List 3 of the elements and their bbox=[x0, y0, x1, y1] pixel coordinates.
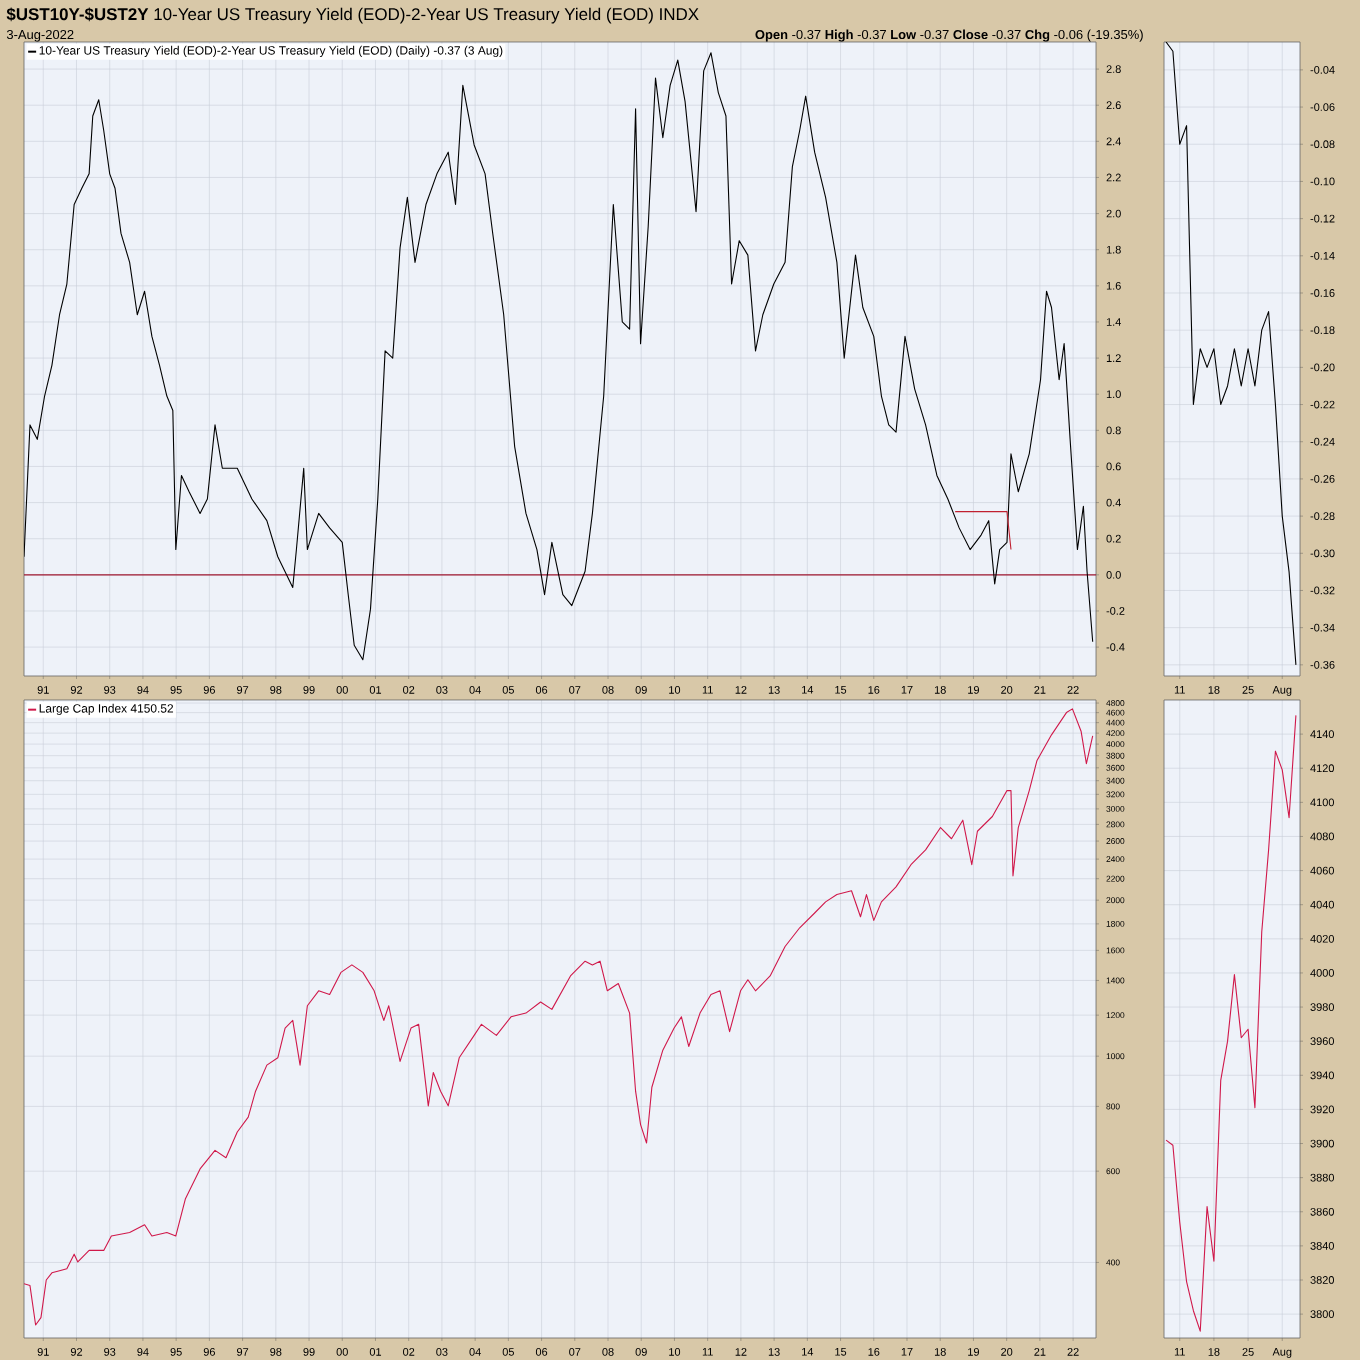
chart-title: $UST10Y-$UST2Y 10-Year US Treasury Yield (EOD)-2-Year US Treasury Yield (EOD) INDX bbox=[6, 7, 699, 24]
line-series bbox=[1165, 714, 1297, 1332]
line-series bbox=[1165, 41, 1297, 666]
